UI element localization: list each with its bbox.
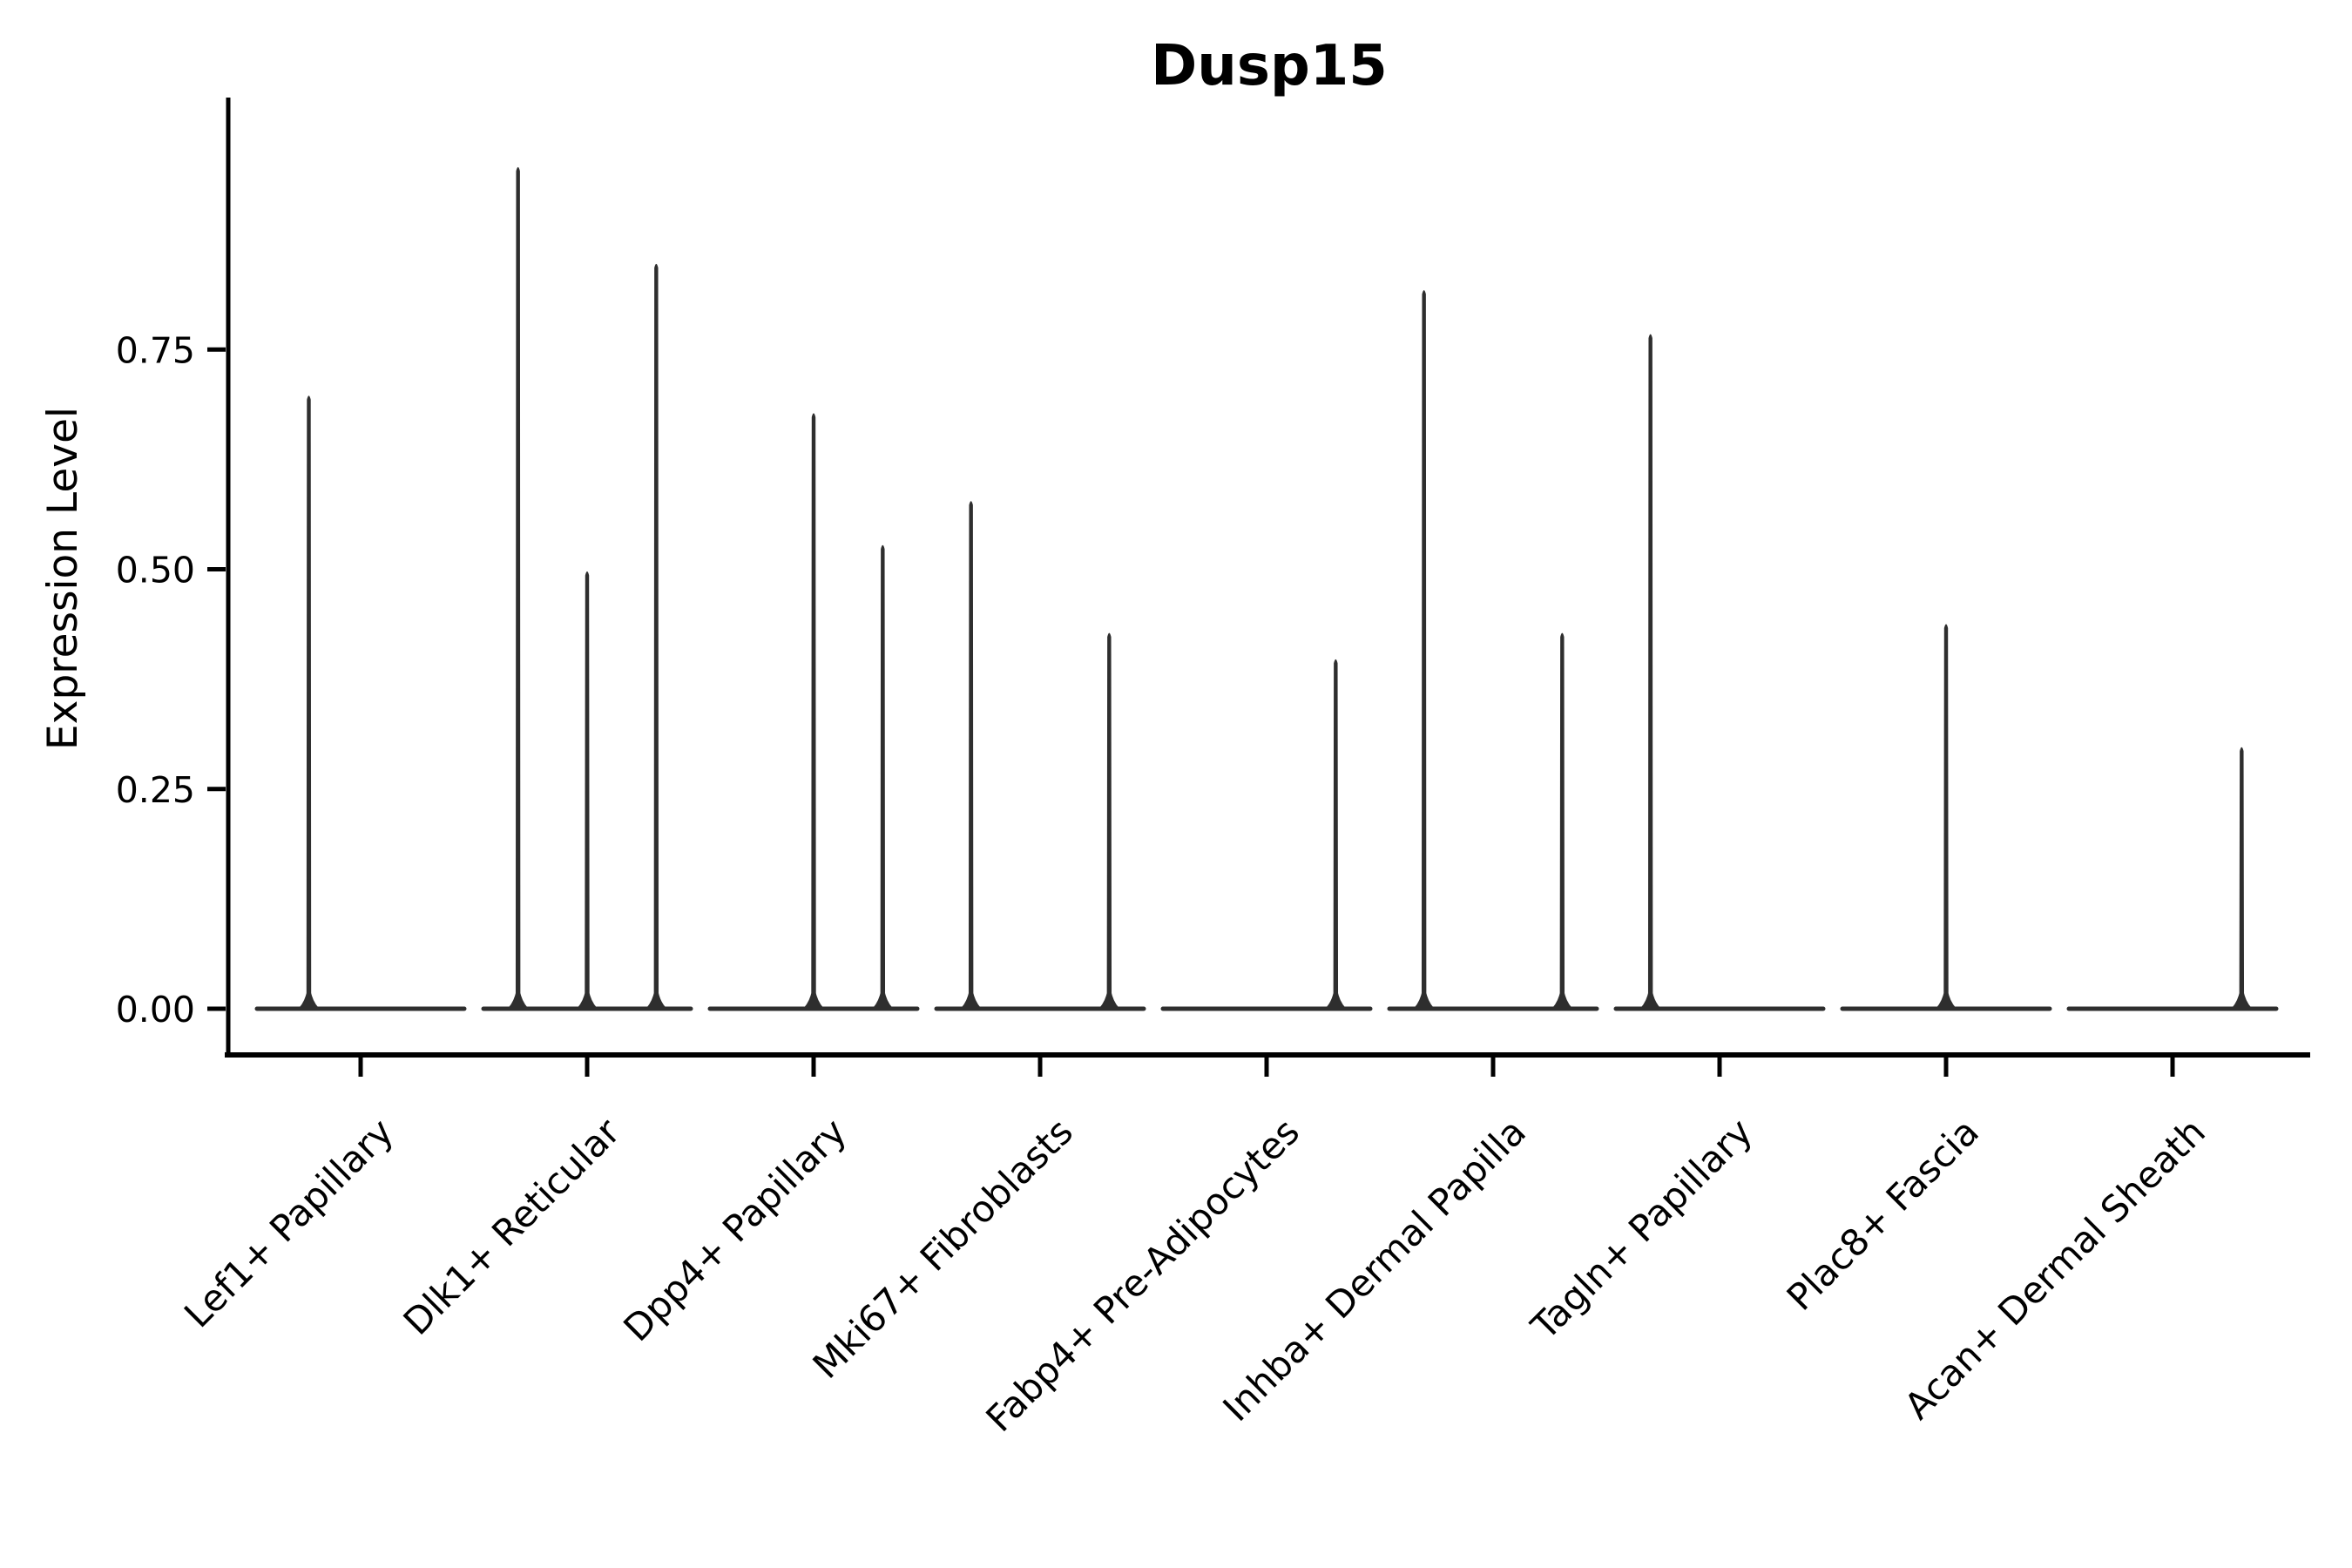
y-axis-title: Expression Level <box>39 407 87 750</box>
y-tick-label: 0.75 <box>116 329 195 371</box>
violin-spike <box>643 263 670 1011</box>
violin-spike <box>2228 747 2255 1011</box>
x-tick-label: Mki67+ Fibroblasts <box>805 1110 1081 1386</box>
violin-spike <box>295 395 322 1011</box>
violin-spike <box>1410 290 1437 1011</box>
violin-spike <box>801 413 827 1011</box>
x-tick-label: Lef1+ Papillary <box>176 1110 402 1335</box>
x-tick-label: Plac8+ Fascia <box>1779 1110 1987 1318</box>
x-tick-label: Tagln+ Papillary <box>1523 1110 1761 1348</box>
violin-spike <box>1549 632 1576 1011</box>
violin-spike <box>1096 632 1123 1011</box>
violin-spike <box>1637 334 1664 1011</box>
y-tick-label: 0.50 <box>116 550 195 591</box>
x-tick-label: Dpp4+ Papillary <box>615 1110 855 1349</box>
x-tick-label: Dlk1+ Reticular <box>395 1110 629 1343</box>
y-tick-label: 0.00 <box>116 989 195 1031</box>
violin-spike <box>504 166 531 1011</box>
violin-spike <box>957 501 984 1011</box>
y-tick-label: 0.25 <box>116 769 195 811</box>
chart-title: Dusp15 <box>1151 34 1388 98</box>
violin-spike <box>869 544 896 1011</box>
violin-spike <box>574 571 600 1011</box>
violin-spike <box>1933 624 1959 1011</box>
violin-spike <box>1322 659 1349 1011</box>
